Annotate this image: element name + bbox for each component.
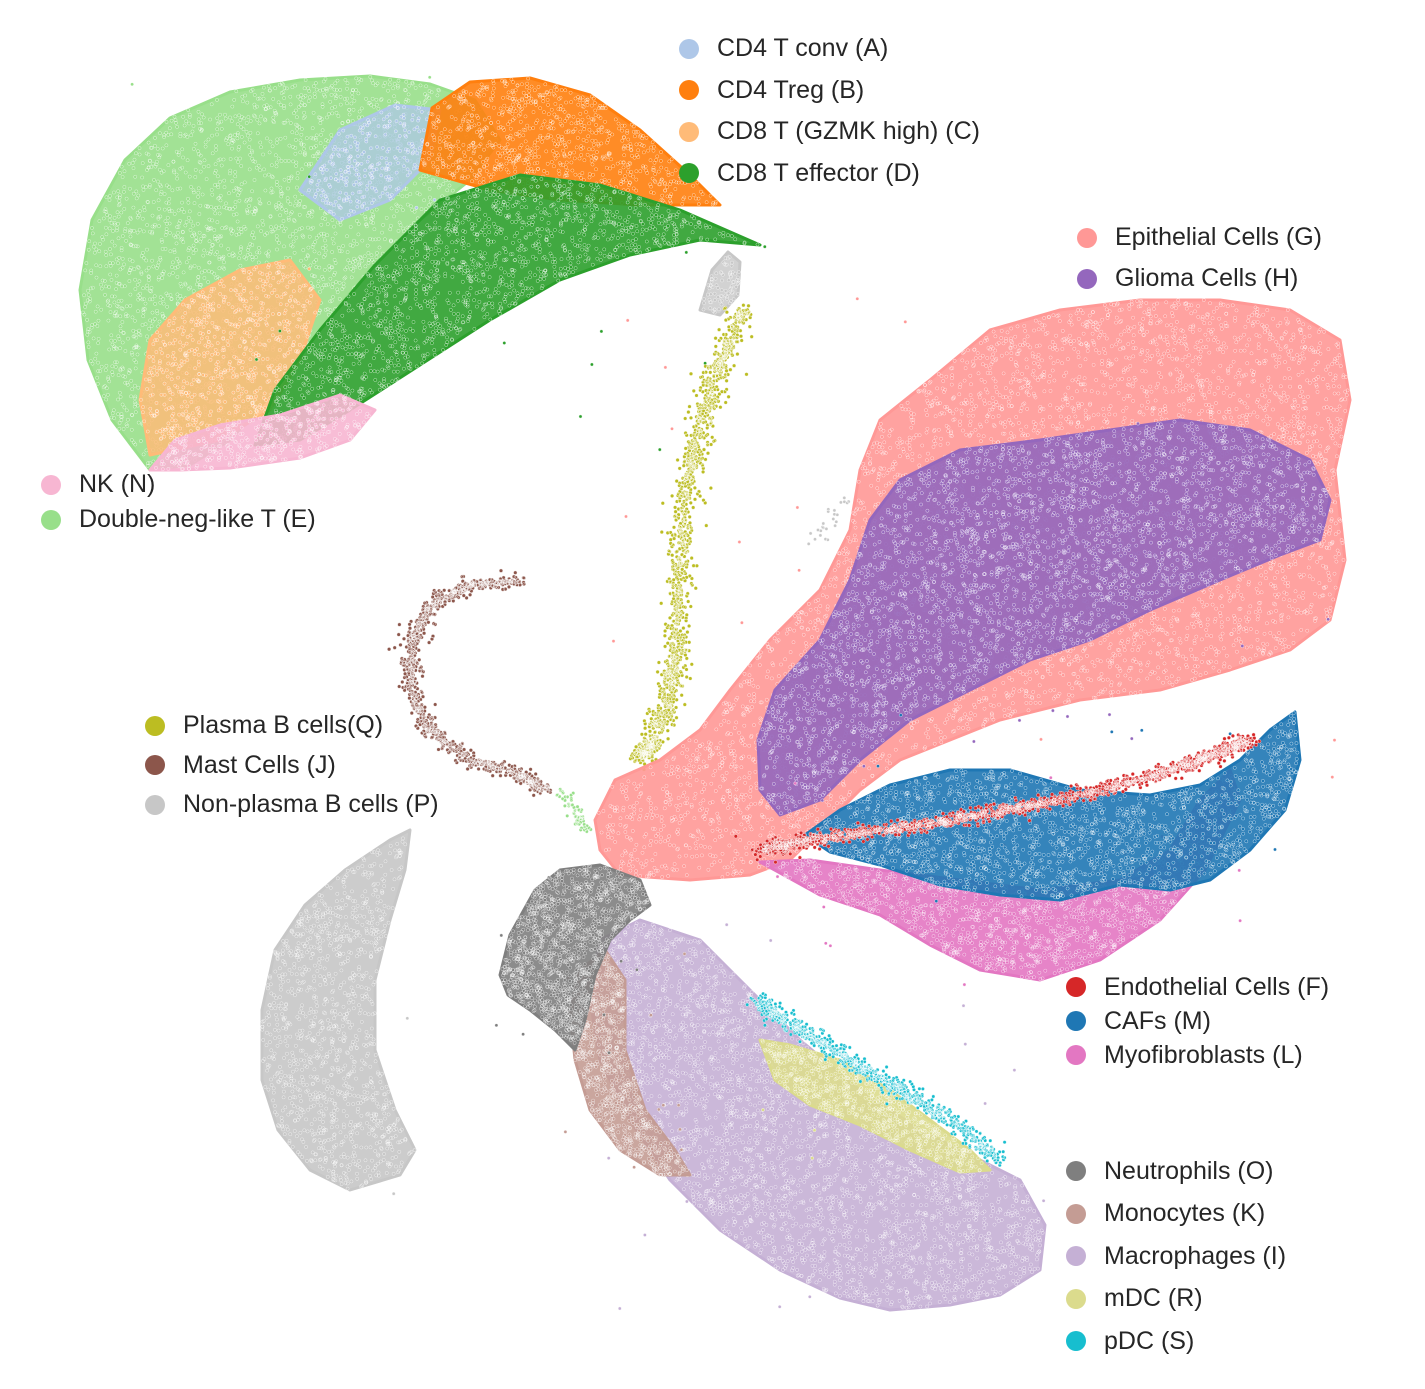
- legend-label-g: Epithelial Cells (G): [1115, 225, 1322, 250]
- legend-label-b: CD4 Treg (B): [717, 78, 864, 103]
- legend-stroma: Endothelial Cells (F) CAFs (M) Myofibrobla…: [1066, 970, 1329, 1072]
- legend-label-s: pDC (S): [1104, 1329, 1194, 1354]
- legend-marker-a: [679, 39, 699, 59]
- legend-label-e: Double-neg-like T (E): [79, 507, 316, 532]
- legend-entry-j: Mast Cells (J): [145, 746, 439, 786]
- legend-marker-l: [1066, 1045, 1086, 1065]
- legend-entry-s: pDC (S): [1066, 1320, 1286, 1363]
- legend-marker-m: [1066, 1011, 1086, 1031]
- legend-label-n: NK (N): [79, 472, 155, 497]
- legend-marker-p: [145, 795, 165, 815]
- legend-marker-c: [679, 122, 699, 142]
- legend-label-a: CD4 T conv (A): [717, 36, 888, 61]
- legend-marker-g: [1077, 228, 1097, 248]
- legend-entry-c: CD8 T (GZMK high) (C): [679, 111, 980, 153]
- legend-label-p: Non-plasma B cells (P): [183, 792, 439, 817]
- legend-myeloid: Neutrophils (O) Monocytes (K) Macrophages …: [1066, 1150, 1286, 1363]
- legend-marker-q: [145, 716, 165, 736]
- legend-entry-d: CD8 T effector (D): [679, 153, 980, 195]
- legend-entry-r: mDC (R): [1066, 1278, 1286, 1321]
- legend-marker-e: [41, 510, 61, 530]
- legend-entry-o: Neutrophils (O): [1066, 1150, 1286, 1193]
- legend-nk-doubleneg: NK (N) Double-neg-like T (E): [41, 467, 316, 537]
- legend-label-h: Glioma Cells (H): [1115, 266, 1298, 291]
- legend-tumor: Epithelial Cells (G) Glioma Cells (H): [1077, 217, 1322, 299]
- legend-label-o: Neutrophils (O): [1104, 1159, 1274, 1184]
- cluster-p: [807, 496, 850, 545]
- legend-label-l: Myofibroblasts (L): [1104, 1043, 1303, 1068]
- legend-marker-j: [145, 755, 165, 775]
- legend-entry-e: Double-neg-like T (E): [41, 502, 316, 537]
- legend-marker-k: [1066, 1204, 1086, 1224]
- legend-label-m: CAFs (M): [1104, 1009, 1211, 1034]
- legend-marker-h: [1077, 269, 1097, 289]
- legend-label-k: Monocytes (K): [1104, 1201, 1265, 1226]
- legend-entry-h: Glioma Cells (H): [1077, 258, 1322, 299]
- legend-entry-p: Non-plasma B cells (P): [145, 785, 439, 825]
- legend-t-cells: CD4 T conv (A) CD4 Treg (B) CD8 T (GZMK hi…: [679, 28, 980, 194]
- legend-marker-i: [1066, 1246, 1086, 1266]
- legend-entry-f: Endothelial Cells (F): [1066, 970, 1329, 1004]
- legend-marker-s: [1066, 1331, 1086, 1351]
- legend-label-r: mDC (R): [1104, 1286, 1203, 1311]
- legend-label-i: Macrophages (I): [1104, 1244, 1286, 1269]
- legend-entry-m: CAFs (M): [1066, 1004, 1329, 1038]
- legend-label-q: Plasma B cells(Q): [183, 713, 383, 738]
- cluster-p: [700, 252, 741, 315]
- cluster-p-points: [807, 496, 850, 545]
- cluster-e-points: [555, 788, 592, 834]
- legend-marker-o: [1066, 1161, 1086, 1181]
- legend-label-d: CD8 T effector (D): [717, 161, 920, 186]
- legend-marker-n: [41, 475, 61, 495]
- legend-b-mast: Plasma B cells(Q) Mast Cells (J) Non-plasm…: [145, 706, 439, 825]
- legend-entry-k: Monocytes (K): [1066, 1193, 1286, 1236]
- cluster-e: [555, 788, 592, 834]
- cluster-i: [589, 920, 1045, 1310]
- legend-label-j: Mast Cells (J): [183, 753, 336, 778]
- legend-marker-b: [679, 80, 699, 100]
- legend-marker-d: [679, 163, 699, 183]
- cluster-p: [261, 830, 417, 1195]
- legend-marker-f: [1066, 977, 1086, 997]
- legend-entry-b: CD4 Treg (B): [679, 70, 980, 112]
- legend-entry-l: Myofibroblasts (L): [1066, 1038, 1329, 1072]
- legend-entry-q: Plasma B cells(Q): [145, 706, 439, 746]
- legend-label-f: Endothelial Cells (F): [1104, 975, 1329, 1000]
- legend-entry-a: CD4 T conv (A): [679, 28, 980, 70]
- legend-entry-g: Epithelial Cells (G): [1077, 217, 1322, 258]
- legend-entry-i: Macrophages (I): [1066, 1235, 1286, 1278]
- legend-entry-n: NK (N): [41, 467, 316, 502]
- legend-label-c: CD8 T (GZMK high) (C): [717, 119, 980, 144]
- legend-marker-r: [1066, 1289, 1086, 1309]
